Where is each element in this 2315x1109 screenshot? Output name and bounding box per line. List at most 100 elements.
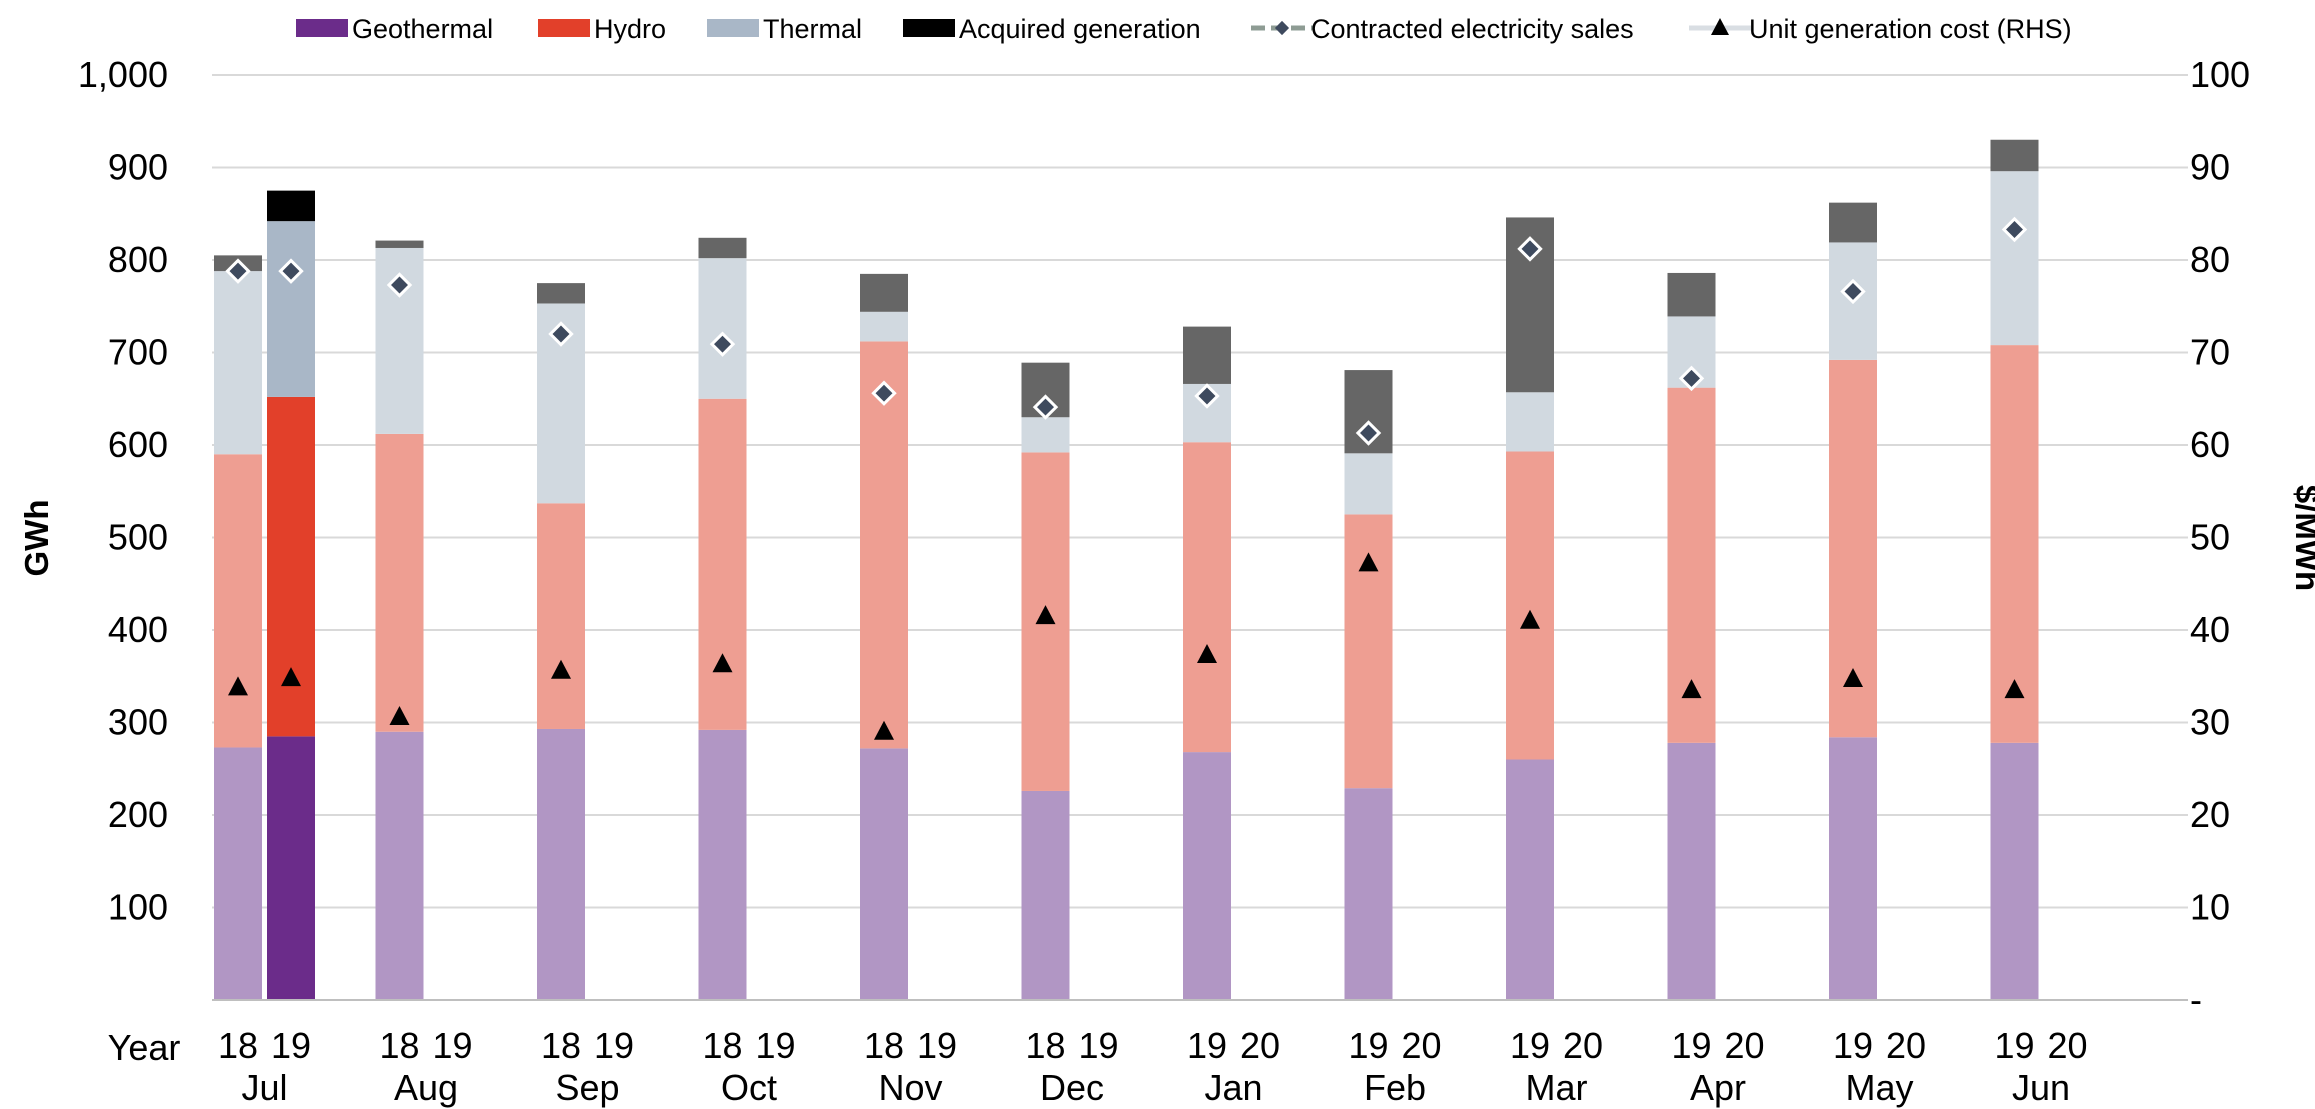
x-month-label: Dec — [1040, 1067, 1104, 1108]
bar-segment-geothermal — [214, 747, 262, 1000]
y-right-tick-label: 10 — [2190, 887, 2230, 928]
x-year-tick-label: 19 — [432, 1025, 472, 1066]
y-right-tick-label: - — [2190, 979, 2202, 1020]
bar-segment-acquired — [860, 273, 908, 312]
y-right-tick-label: 60 — [2190, 424, 2230, 465]
contracted-sales-marker — [548, 321, 574, 347]
legend-swatch-thermal — [707, 19, 759, 37]
legend-swatch-contracted-marker — [1274, 20, 1290, 36]
bar-segment-thermal — [267, 221, 315, 397]
y-axis-left-title: GWh — [18, 500, 55, 577]
bar-segment-geothermal — [1344, 788, 1393, 1000]
legend-label: Thermal — [763, 14, 862, 44]
y-left-tick-label: 100 — [108, 887, 168, 928]
bars — [214, 139, 2039, 1000]
x-year-tick-label: 18 — [541, 1025, 581, 1066]
legend-label: Acquired generation — [959, 14, 1201, 44]
x-month-label: Apr — [1690, 1067, 1746, 1108]
contracted-sales-marker — [225, 258, 251, 284]
bar-segment-acquired — [267, 190, 315, 222]
contracted-sales-marker — [278, 258, 304, 284]
y-left-tick-label: 900 — [108, 147, 168, 188]
x-year-tick-label: 20 — [1401, 1025, 1441, 1066]
x-year-tick-label: 20 — [2047, 1025, 2087, 1066]
y-left-tick-label: 500 — [108, 517, 168, 558]
contracted-sales-marker — [386, 272, 413, 298]
bar-segment-geothermal — [1021, 790, 1070, 1000]
y-left-tick-label: 400 — [108, 609, 168, 650]
bar-segment-acquired — [1990, 139, 2039, 172]
bar-segment-thermal — [1506, 392, 1554, 452]
bar-segment-hydro — [214, 454, 262, 748]
bar-segment-acquired — [1667, 272, 1716, 317]
y-right-tick-label: 70 — [2190, 332, 2230, 373]
y-right-tick-label: 40 — [2190, 609, 2230, 650]
markers — [225, 216, 2028, 740]
x-month-label: Jun — [2012, 1067, 2070, 1108]
contracted-sales-marker — [1355, 420, 1382, 446]
bar-segment-hydro — [698, 398, 747, 730]
unit-cost-marker — [1843, 668, 1863, 688]
x-month-label: Nov — [878, 1067, 942, 1108]
x-year-tick-label: 20 — [1563, 1025, 1603, 1066]
y-right-tick-label: 30 — [2190, 702, 2230, 743]
x-year-tick-label: 20 — [1724, 1025, 1764, 1066]
bar-segment-hydro — [860, 341, 908, 749]
x-month-label: Jan — [1204, 1067, 1262, 1108]
contracted-sales-marker — [1517, 236, 1543, 262]
x-year-tick-label: 19 — [1187, 1025, 1227, 1066]
unit-cost-marker — [1358, 552, 1379, 572]
bar-segment-hydro — [1183, 442, 1231, 753]
y-right-tick-label: 100 — [2190, 54, 2250, 95]
legend-swatch-cost-marker — [1711, 18, 1729, 35]
bar-segment-hydro — [1990, 345, 2039, 743]
unit-cost-marker — [1520, 609, 1540, 629]
bar-segment-geothermal — [537, 728, 585, 1000]
bar-segment-hydro — [1506, 451, 1554, 760]
bar-segment-acquired — [1183, 326, 1231, 384]
bar-segment-geothermal — [1829, 737, 1877, 1000]
bar-segment-acquired — [375, 240, 424, 248]
bar-segment-thermal — [214, 271, 262, 455]
x-year-tick-label: 19 — [1994, 1025, 2034, 1066]
x-month-label: Feb — [1364, 1067, 1426, 1108]
x-month-label: May — [1845, 1067, 1913, 1108]
bar-segment-geothermal — [860, 748, 908, 1000]
bar-segment-hydro — [375, 433, 424, 732]
bar-segment-thermal — [698, 258, 747, 399]
unit-cost-marker — [1197, 643, 1217, 663]
legend-label: Hydro — [594, 14, 666, 44]
y-axis-right-title: $/MWh — [2289, 485, 2315, 591]
bar-segment-acquired — [537, 283, 585, 304]
unit-cost-marker — [2004, 679, 2025, 699]
bar-segment-geothermal — [698, 729, 747, 1000]
x-year-tick-label: 18 — [702, 1025, 742, 1066]
x-month-label: Sep — [555, 1067, 619, 1108]
y-right-tick-label: 20 — [2190, 794, 2230, 835]
y-left-tick-label: 700 — [108, 332, 168, 373]
x-year-tick-label: 19 — [917, 1025, 957, 1066]
contracted-sales-marker — [871, 380, 897, 406]
x-year-tick-label: 20 — [1886, 1025, 1926, 1066]
legend-label: Contracted electricity sales — [1311, 14, 1634, 44]
x-year-tick-label: 19 — [1833, 1025, 1873, 1066]
bar-segment-geothermal — [1990, 742, 2039, 1000]
unit-cost-marker — [874, 720, 894, 740]
unit-cost-marker — [1681, 679, 1702, 699]
bar-segment-geothermal — [1506, 759, 1554, 1000]
x-month-label: Aug — [394, 1067, 458, 1108]
legend-swatch-hydro — [538, 19, 590, 37]
contracted-sales-marker — [1194, 383, 1220, 409]
contracted-sales-marker — [709, 331, 736, 357]
axes: 1,000 900 800 700 600 500 400 300 200 100 100 90 80 7… — [18, 54, 2315, 1108]
legend-label: Unit generation cost (RHS) — [1749, 14, 2072, 44]
unit-cost-marker — [1035, 605, 1056, 625]
y-right-tick-label: 80 — [2190, 239, 2230, 280]
x-year-tick-label: 19 — [1671, 1025, 1711, 1066]
x-year-tick-label: 19 — [594, 1025, 634, 1066]
legend-label: Geothermal — [352, 14, 493, 44]
bar-segment-geothermal — [1183, 752, 1231, 1000]
y-left-tick-label: 300 — [108, 702, 168, 743]
